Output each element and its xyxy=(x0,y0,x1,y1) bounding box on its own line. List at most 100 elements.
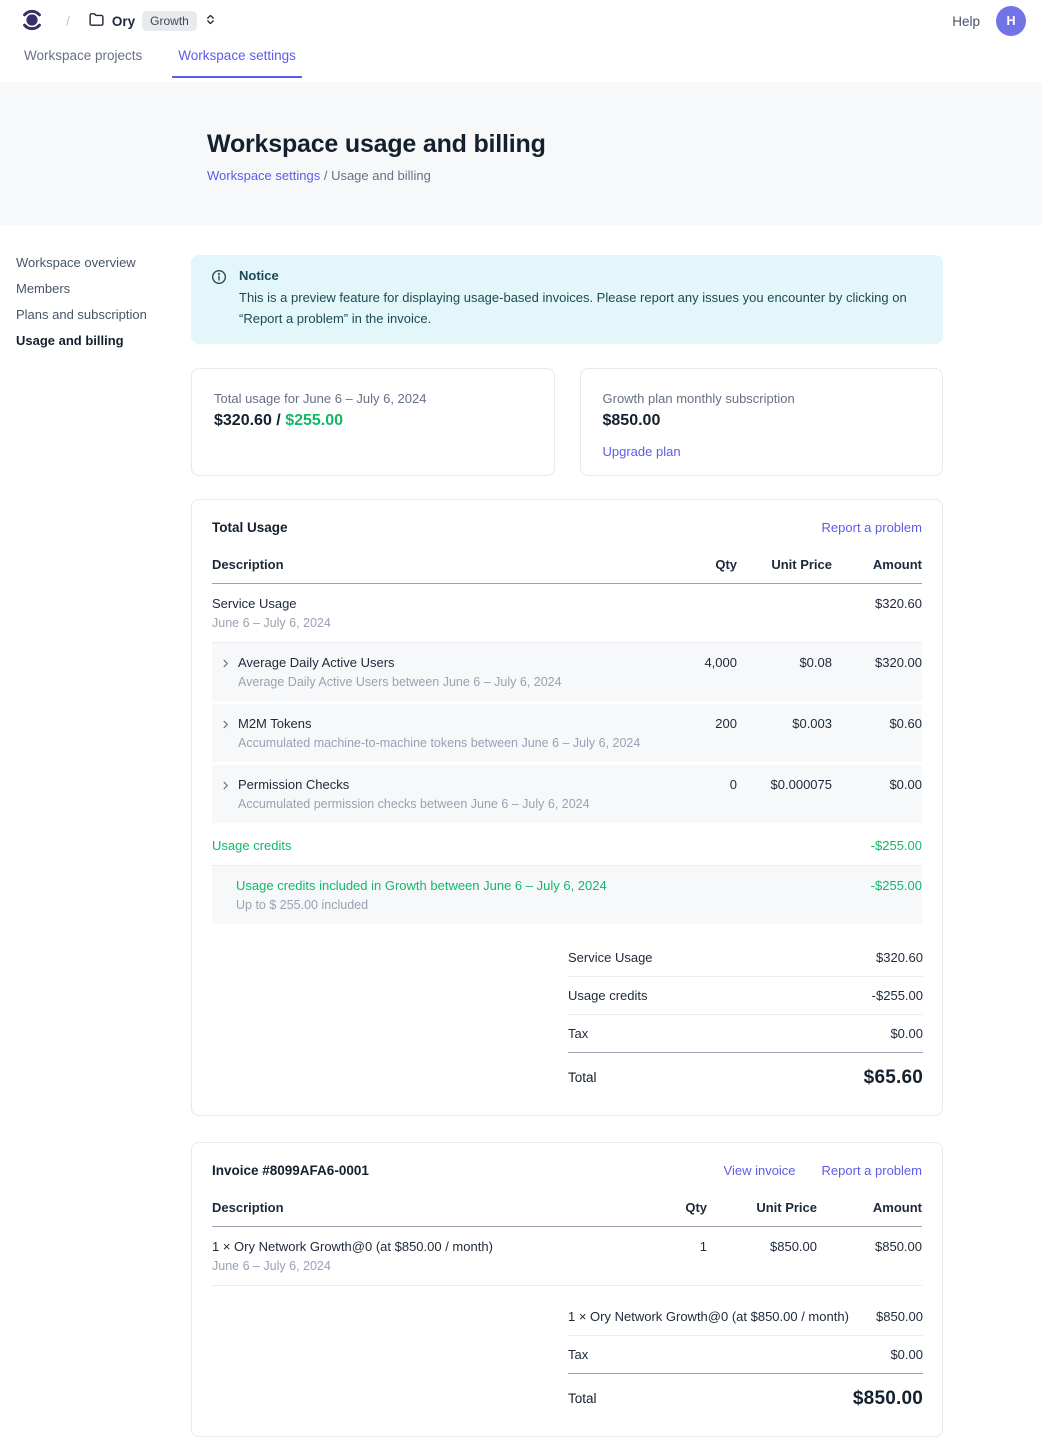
row-unit-price: $0.000075 xyxy=(770,776,832,792)
row-amount: -$255.00 xyxy=(870,877,922,893)
row-title: Usage credits included in Growth between… xyxy=(236,877,607,893)
usage-separator: / xyxy=(271,411,286,429)
row-subtitle: June 6 – July 6, 2024 xyxy=(212,1258,331,1273)
usage-row-usage-credits: Usage credits -$255.00 xyxy=(212,826,922,866)
sidebar-item-workspace-overview[interactable]: Workspace overview xyxy=(16,255,136,270)
page-title: Workspace usage and billing xyxy=(207,130,546,158)
invoice-totals: 1 × Ory Network Growth@0 (at $850.00 / m… xyxy=(568,1298,923,1414)
row-subtitle: Up to $ 255.00 included xyxy=(236,897,369,912)
plan-badge: Growth xyxy=(142,11,197,31)
page-header: Workspace usage and billing Workspace se… xyxy=(0,82,1042,225)
chevron-right-icon[interactable] xyxy=(220,779,231,811)
total-usage-value: $320.60 / $255.00 xyxy=(214,412,532,430)
header-amount: Amount xyxy=(872,1199,922,1215)
report-problem-link-invoice[interactable]: Report a problem xyxy=(821,1162,922,1178)
header-unit-price: Unit Price xyxy=(771,556,832,572)
ory-logo-icon xyxy=(20,8,44,35)
main-content: Notice This is a preview feature for dis… xyxy=(191,255,943,1452)
totals-row-usage-credits: Usage credits -$255.00 xyxy=(568,977,923,1015)
total-amount: $850.00 xyxy=(852,1387,923,1409)
totals-amount: $320.60 xyxy=(876,949,923,965)
row-amount: $850.00 xyxy=(875,1238,922,1254)
ory-logo[interactable] xyxy=(20,8,44,35)
row-unit-price: $0.003 xyxy=(792,715,832,731)
total-label: Total xyxy=(568,1070,597,1086)
total-usage-card: Total usage for June 6 – July 6, 2024 $3… xyxy=(191,367,555,476)
total-usage-label: Total usage for June 6 – July 6, 2024 xyxy=(214,390,427,406)
row-qty: 1 xyxy=(699,1238,707,1254)
row-amount: $0.00 xyxy=(889,776,922,792)
row-qty xyxy=(667,596,737,630)
row-title: Service Usage xyxy=(212,595,297,611)
invoice-table-header: Description Qty Unit Price Amount xyxy=(212,1200,922,1227)
usage-table-header: Description Qty Unit Price Amount xyxy=(212,557,922,584)
breadcrumb-workspace-settings-link[interactable]: Workspace settings xyxy=(207,168,321,183)
workspace-switcher[interactable]: Ory Growth xyxy=(88,11,217,31)
sidebar-item-plans-and-subscription[interactable]: Plans and subscription xyxy=(16,307,147,322)
totals-row-tax: Tax $0.00 xyxy=(568,1336,923,1374)
row-qty: 200 xyxy=(715,715,737,731)
topbar-separator: / xyxy=(66,13,70,29)
breadcrumb: Workspace settings / Usage and billing xyxy=(207,168,1042,183)
sidebar-item-members[interactable]: Members xyxy=(16,281,71,296)
view-invoice-link[interactable]: View invoice xyxy=(723,1162,796,1178)
header-amount: Amount xyxy=(872,556,922,572)
totals-label: Service Usage xyxy=(568,949,653,965)
report-problem-link-usage[interactable]: Report a problem xyxy=(821,519,922,535)
usage-row-permission-checks[interactable]: Permission Checks Accumulated permission… xyxy=(212,764,922,826)
breadcrumb-separator: / xyxy=(323,168,332,183)
usage-row-average-daily-active-users[interactable]: Average Daily Active Users Average Daily… xyxy=(212,642,922,704)
row-unit-price xyxy=(747,878,832,912)
row-unit-price: $0.08 xyxy=(799,654,832,670)
row-qty xyxy=(667,838,737,853)
totals-row-tax: Tax $0.00 xyxy=(568,1015,923,1053)
invoice-row-growth-plan: 1 × Ory Network Growth@0 (at $850.00 / m… xyxy=(212,1227,922,1286)
row-title: 1 × Ory Network Growth@0 (at $850.00 / m… xyxy=(212,1238,493,1254)
row-amount: $320.00 xyxy=(875,654,922,670)
totals-row-total: Total $65.60 xyxy=(568,1053,923,1093)
workspace-tabbar: Workspace projects Workspace settings xyxy=(0,42,1042,82)
totals-label: Tax xyxy=(568,1346,589,1362)
row-unit-price xyxy=(747,596,832,630)
usage-totals: Service Usage $320.60 Usage credits -$25… xyxy=(568,939,923,1093)
invoice-title: Invoice #8099AFA6-0001 xyxy=(212,1162,369,1178)
upgrade-plan-link[interactable]: Upgrade plan xyxy=(602,443,681,459)
totals-row-service-usage: Service Usage $320.60 xyxy=(568,939,923,977)
usage-used-amount: $320.60 xyxy=(214,411,272,429)
usage-row-service-usage: Service Usage June 6 – July 6, 2024 $320… xyxy=(212,584,922,643)
subscription-card: Growth plan monthly subscription $850.00… xyxy=(579,367,943,476)
total-amount: $65.60 xyxy=(863,1066,923,1088)
totals-label: 1 × Ory Network Growth@0 (at $850.00 / m… xyxy=(568,1308,849,1324)
tab-workspace-projects[interactable]: Workspace projects xyxy=(24,48,143,63)
totals-amount: $0.00 xyxy=(890,1025,923,1041)
usage-credits-amount: $255.00 xyxy=(285,411,344,429)
subscription-amount: $850.00 xyxy=(602,411,661,429)
chevron-right-icon[interactable] xyxy=(220,718,231,750)
row-qty: 0 xyxy=(729,776,737,792)
tab-workspace-settings[interactable]: Workspace settings xyxy=(172,42,302,78)
sidebar-item-usage-and-billing[interactable]: Usage and billing xyxy=(16,333,124,348)
row-amount: $320.60 xyxy=(875,595,922,611)
row-title: M2M Tokens xyxy=(238,715,312,731)
info-icon xyxy=(211,269,227,330)
totals-label: Usage credits xyxy=(568,987,648,1003)
settings-sidebar: Workspace overview Members Plans and sub… xyxy=(0,255,191,1452)
header-description: Description xyxy=(212,556,284,572)
row-title: Average Daily Active Users xyxy=(238,654,395,670)
header-unit-price: Unit Price xyxy=(756,1199,817,1215)
header-qty: Qty xyxy=(685,1199,707,1215)
help-link[interactable]: Help xyxy=(952,13,980,29)
row-subtitle: Accumulated permission checks between Ju… xyxy=(238,796,590,811)
usage-row-m2m-tokens[interactable]: M2M Tokens Accumulated machine-to-machin… xyxy=(212,703,922,765)
row-subtitle: June 6 – July 6, 2024 xyxy=(212,615,331,630)
usage-card-title: Total Usage xyxy=(212,519,288,535)
totals-label: Tax xyxy=(568,1025,589,1041)
preview-notice: Notice This is a preview feature for dis… xyxy=(191,255,943,344)
topbar: / Ory Growth Help H xyxy=(0,0,1042,42)
chevron-right-icon[interactable] xyxy=(220,657,231,689)
row-qty: 4,000 xyxy=(704,654,737,670)
notice-title: Notice xyxy=(239,268,279,283)
avatar[interactable]: H xyxy=(996,6,1026,36)
totals-amount: $0.00 xyxy=(890,1346,923,1362)
row-unit-price: $850.00 xyxy=(770,1238,817,1254)
